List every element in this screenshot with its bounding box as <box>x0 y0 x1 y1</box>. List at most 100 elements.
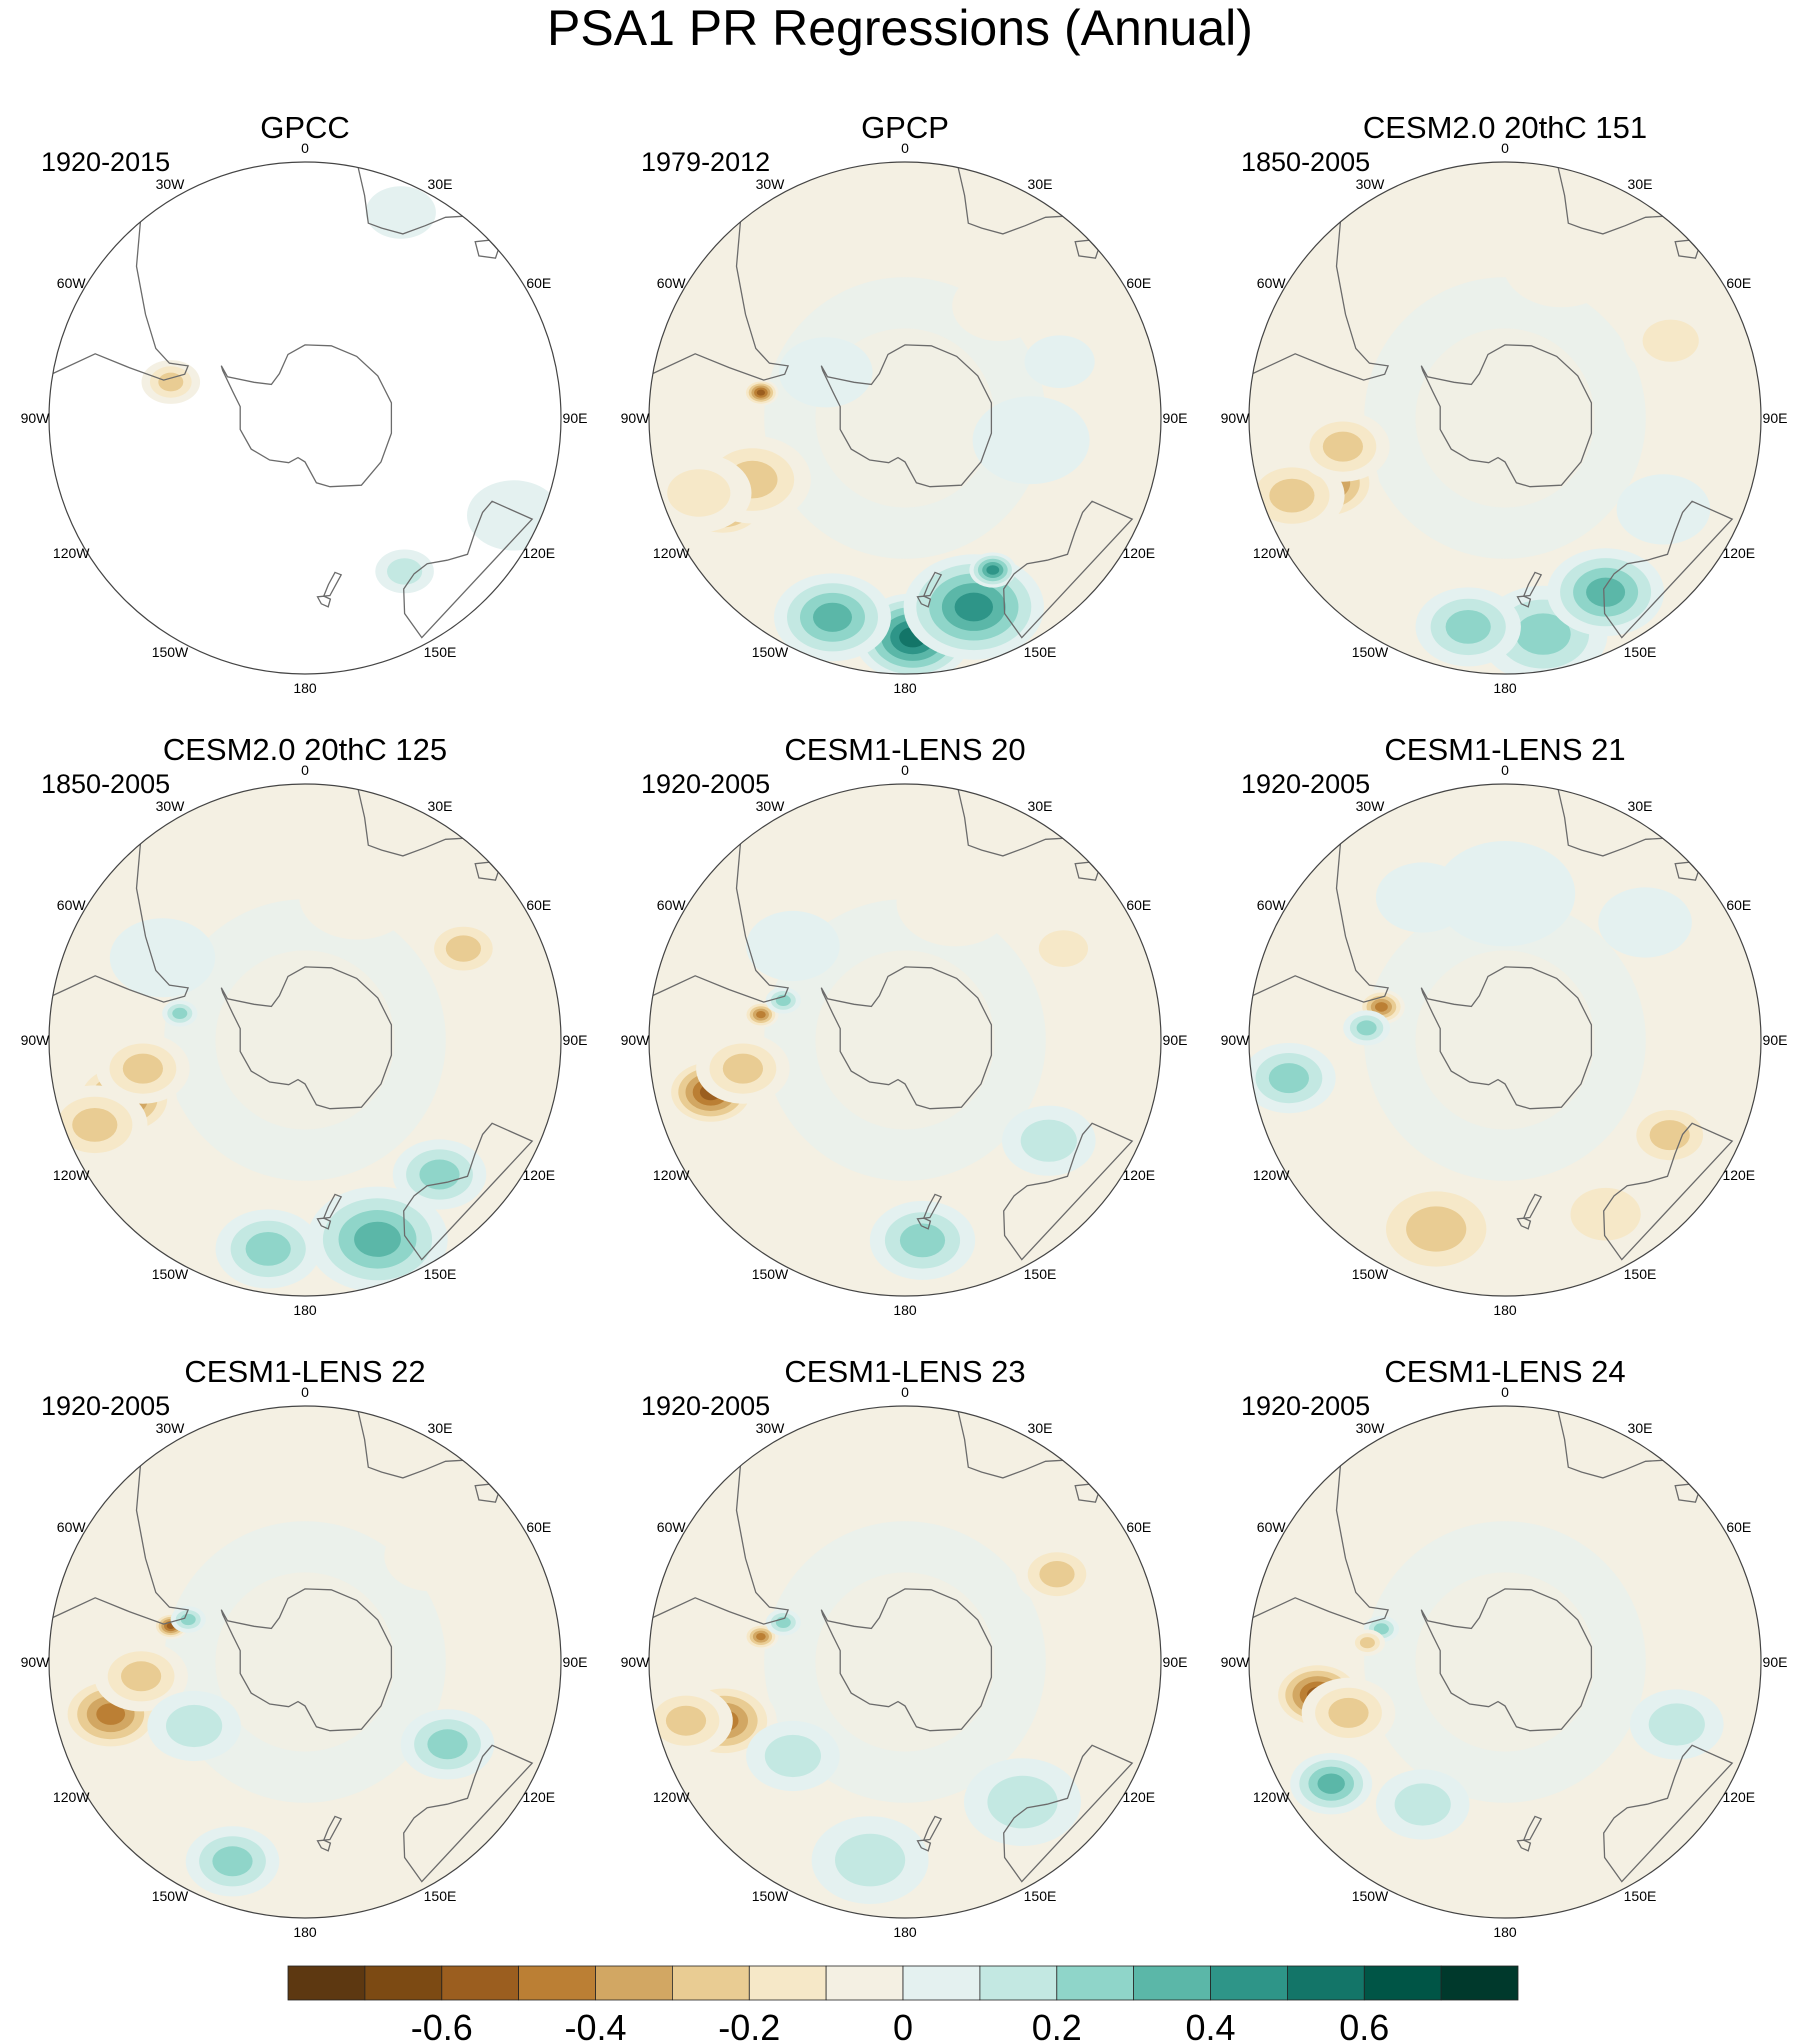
longitude-label: 150W <box>1352 644 1389 660</box>
coastline <box>652 221 790 381</box>
colorbar-swatch <box>518 1965 596 2001</box>
coastline <box>1074 861 1099 881</box>
colorbar-swatch <box>595 1965 673 2001</box>
coastline <box>820 344 993 488</box>
contour-fill <box>987 1775 1058 1829</box>
longitude-label: 0 <box>901 1384 909 1400</box>
longitude-label: 60W <box>1257 275 1287 291</box>
longitude-label: 0 <box>1501 140 1509 156</box>
longitude-label: 150E <box>1624 1266 1657 1282</box>
contour-fill <box>212 1846 253 1877</box>
longitude-label: 30W <box>156 798 186 814</box>
coastline <box>1557 789 1663 857</box>
longitude-label: 150W <box>152 644 189 660</box>
contour-fill <box>122 1053 163 1084</box>
colorbar-swatch <box>902 1965 981 2001</box>
contour-fill <box>764 1734 822 1778</box>
longitude-label: 120E <box>1122 1167 1155 1183</box>
period-label: 1850-2005 <box>1241 147 1370 177</box>
longitude-label: 180 <box>1493 1924 1517 1940</box>
regression-field <box>57 1521 495 1897</box>
longitude-label: 180 <box>1493 1302 1517 1318</box>
contour-fill <box>1648 1703 1705 1746</box>
coastline <box>1252 1465 1390 1625</box>
coastline <box>403 1744 534 1883</box>
longitude-label: 30W <box>756 798 786 814</box>
longitude-label: 120W <box>1253 545 1290 561</box>
coastline <box>322 1193 343 1219</box>
longitude-label: 90W <box>1221 1032 1251 1048</box>
coastline <box>1674 239 1699 259</box>
longitude-label: 120W <box>1253 1789 1290 1805</box>
coastline <box>52 843 190 1003</box>
contour-fill <box>1434 841 1576 947</box>
contour-fill <box>365 186 436 239</box>
coastline <box>1003 1744 1134 1883</box>
longitude-label: 30W <box>1356 798 1386 814</box>
contour-fill <box>1616 474 1711 545</box>
coastline <box>1003 500 1134 639</box>
contour-fill <box>1356 1020 1377 1036</box>
map-border <box>648 161 1162 675</box>
longitude-label: 30E <box>1028 176 1053 192</box>
coastline <box>474 239 499 259</box>
coastline <box>322 1815 343 1841</box>
coastlines <box>652 167 1134 639</box>
regression-field <box>1249 841 1717 1282</box>
longitude-label: 150E <box>1024 644 1057 660</box>
contour-fill <box>384 1521 478 1592</box>
longitude-label: 180 <box>1493 680 1517 696</box>
panel-title: CESM1-LENS 20 <box>784 732 1025 767</box>
colorbar-swatch <box>1133 1965 1211 2001</box>
longitude-label: 30E <box>428 1420 453 1436</box>
coastline <box>1420 966 1593 1110</box>
period-label: 1920-2005 <box>1241 1391 1370 1421</box>
coastline <box>220 966 393 1110</box>
longitude-label: 150E <box>424 644 457 660</box>
longitude-label: 90E <box>563 410 588 426</box>
contour-fill <box>445 935 481 962</box>
map-panel: 0 30E 60E 90E 120E 150E 180 150W 120W 90W 60W 30W GP… <box>621 110 1188 696</box>
contour-fill <box>986 565 1000 575</box>
colorbar-swatch <box>1210 1965 1288 2001</box>
contour-fill <box>1024 335 1095 389</box>
longitude-label: 150E <box>424 1266 457 1282</box>
coastline <box>1603 1122 1734 1261</box>
period-label: 1850-2005 <box>41 769 170 799</box>
map-border <box>48 783 562 1297</box>
longitude-label: 0 <box>1501 762 1509 778</box>
longitude-label: 0 <box>301 1384 309 1400</box>
longitude-label: 120W <box>653 1789 690 1805</box>
contour-fill <box>1020 1119 1077 1162</box>
longitude-label: 120E <box>1722 1167 1755 1183</box>
contour-fill <box>972 396 1090 485</box>
colorbar-swatch <box>748 1965 827 2001</box>
longitude-label: 120W <box>53 545 90 561</box>
contour-fill <box>1502 219 1620 308</box>
coastline <box>474 1483 499 1503</box>
colorbar-swatch <box>979 1965 1058 2001</box>
longitude-label: 150E <box>1624 644 1657 660</box>
coastline <box>820 966 993 1110</box>
contour-fill <box>1322 431 1363 462</box>
period-label: 1920-2005 <box>1241 769 1370 799</box>
longitude-label: 60W <box>657 1519 687 1535</box>
coastline <box>1252 843 1390 1003</box>
longitude-label: 90W <box>21 1032 51 1048</box>
coastlines <box>1252 167 1734 639</box>
contour-fill <box>899 1223 946 1258</box>
coastline <box>403 1122 534 1261</box>
longitude-label: 30E <box>1028 1420 1053 1436</box>
longitude-label: 150W <box>152 1266 189 1282</box>
longitude-label: 30E <box>1628 1420 1653 1436</box>
longitude-label: 120E <box>1722 545 1755 561</box>
longitude-label: 150E <box>1624 1888 1657 1904</box>
contour-fill <box>1445 610 1491 644</box>
coastline <box>1674 1483 1699 1503</box>
contour-fill <box>1394 1783 1451 1826</box>
coastline <box>1674 861 1699 881</box>
map-border <box>1248 1405 1762 1919</box>
longitude-label: 90E <box>1763 1032 1788 1048</box>
longitude-label: 180 <box>293 680 317 696</box>
colorbar-tick-label: -0.6 <box>411 2007 473 2042</box>
